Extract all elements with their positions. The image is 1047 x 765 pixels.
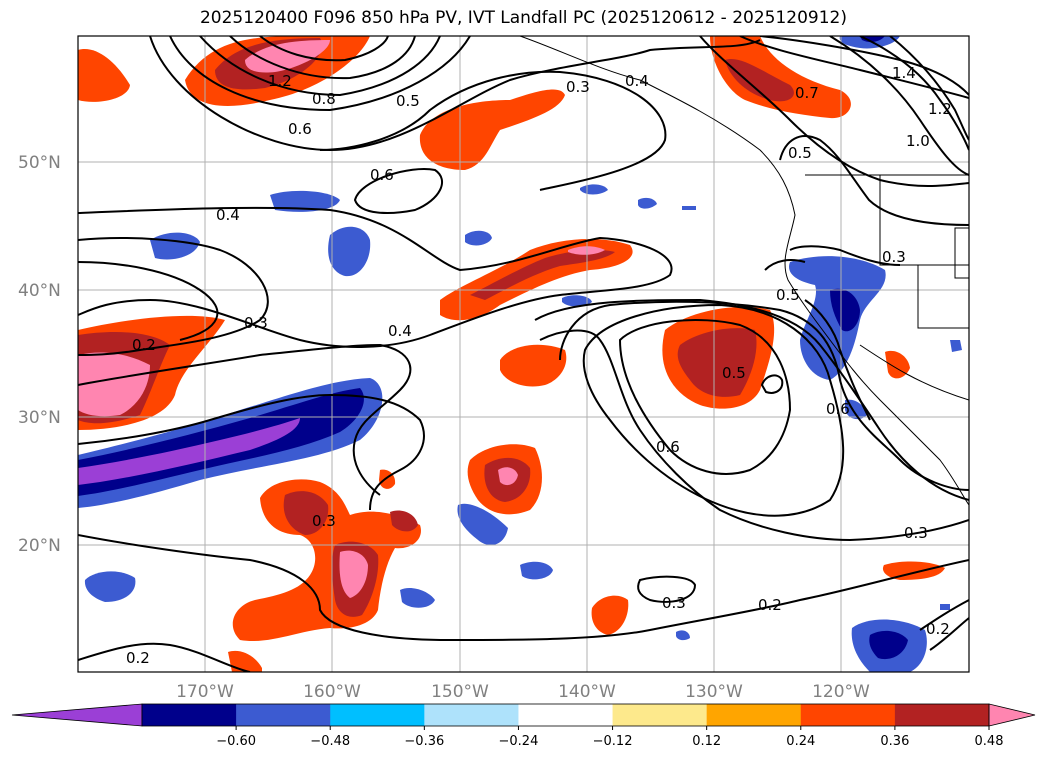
colorbar-cell xyxy=(894,704,990,726)
contour-label: 0.3 xyxy=(662,594,686,612)
contour-label: 0.6 xyxy=(826,400,850,418)
contour-label: 0.3 xyxy=(244,314,268,332)
lon-label-130w: 130°W xyxy=(685,682,743,702)
contour-label: 0.3 xyxy=(312,512,336,530)
coastline xyxy=(519,36,969,506)
lat-label-40n: 40°N xyxy=(18,281,61,301)
plot-frame xyxy=(77,35,970,673)
colorbar-tick-label: 0.36 xyxy=(880,734,909,749)
colorbar-cell xyxy=(706,704,802,726)
colorbar-extend-high xyxy=(988,703,1036,727)
colorbar: −0.60 −0.48 −0.36 −0.24 −0.12 0.12 0.24 0.36 0.4… xyxy=(11,703,1036,749)
colorbar-extend-low xyxy=(11,703,143,727)
colorbar-frame xyxy=(141,703,990,727)
contour-label: 1.2 xyxy=(928,100,952,118)
contour-label: 0.6 xyxy=(288,120,312,138)
contour-label: 0.4 xyxy=(388,322,412,340)
colorbar-tick-label: 0.24 xyxy=(786,734,815,749)
contour-label: 0.4 xyxy=(625,72,649,90)
colorbar-cell xyxy=(612,704,708,726)
colorbar-cell xyxy=(800,704,896,726)
colorbar-cell xyxy=(424,704,519,726)
colorbar-cell xyxy=(142,704,237,726)
colorbar-tick-label: −0.24 xyxy=(499,734,539,749)
contour-label: 0.2 xyxy=(926,620,950,638)
contour-label: 0.2 xyxy=(126,649,150,667)
contour-labels: 1.2 0.8 0.5 0.6 0.3 0.4 0.7 1.4 1.2 1.0 … xyxy=(126,64,952,667)
pv-shading xyxy=(78,36,962,672)
contour-label: 0.5 xyxy=(396,92,420,110)
contour-label: 1.0 xyxy=(906,132,930,150)
colorbar-tick-label: −0.60 xyxy=(216,734,256,749)
contour-label: 1.4 xyxy=(892,64,916,82)
map-title: 2025120400 F096 850 hPa PV, IVT Landfall… xyxy=(199,8,847,28)
lon-label-140w: 140°W xyxy=(558,682,616,702)
lon-label-170w: 170°W xyxy=(176,682,234,702)
colorbar-cell xyxy=(518,704,614,726)
contour-label: 0.8 xyxy=(312,90,336,108)
contour-label: 1.2 xyxy=(268,72,292,90)
colorbar-tick-label: −0.48 xyxy=(310,734,350,749)
contour-label: 0.3 xyxy=(904,524,928,542)
contour-label: 0.2 xyxy=(132,336,156,354)
contour-label: 0.2 xyxy=(758,596,782,614)
contour-label: 0.5 xyxy=(776,286,800,304)
contour-label: 0.3 xyxy=(566,78,590,96)
colorbar-tick-label: −0.36 xyxy=(404,734,444,749)
contour-label: 0.5 xyxy=(788,144,812,162)
contour-label: 0.7 xyxy=(795,84,819,102)
colorbar-tick-label: 0.12 xyxy=(692,734,721,749)
contour-label: 0.6 xyxy=(656,438,680,456)
colorbar-tick-label: −0.12 xyxy=(593,734,633,749)
contour-label: 0.6 xyxy=(370,166,394,184)
colorbar-tick-label: 0.48 xyxy=(975,734,1004,749)
contour-label: 0.3 xyxy=(882,248,906,266)
colorbar-cell xyxy=(330,704,425,726)
lat-label-50n: 50°N xyxy=(18,153,61,173)
ivt-contours xyxy=(78,36,969,672)
lon-label-150w: 150°W xyxy=(431,682,489,702)
contour-label: 0.4 xyxy=(216,206,240,224)
lat-label-30n: 30°N xyxy=(18,408,61,428)
lon-label-120w: 120°W xyxy=(812,682,870,702)
colorbar-cell xyxy=(236,704,331,726)
lon-label-160w: 160°W xyxy=(303,682,361,702)
lat-label-20n: 20°N xyxy=(18,536,61,556)
contour-label: 0.5 xyxy=(722,364,746,382)
